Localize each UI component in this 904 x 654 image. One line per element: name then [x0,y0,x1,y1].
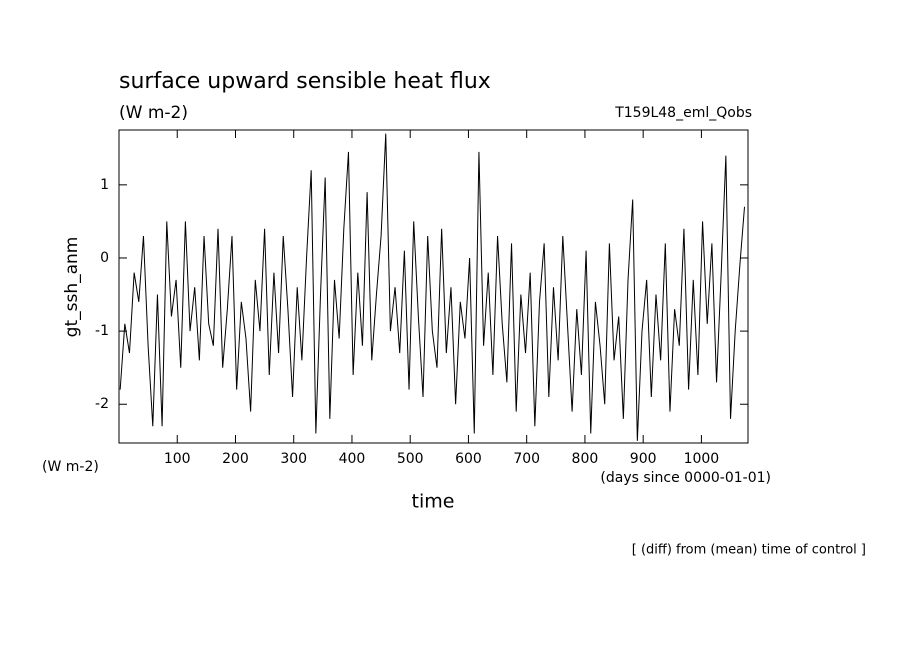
x-tick-label: 500 [397,451,424,467]
y-unit: (W m-2) [42,459,99,475]
x-tick-label: 600 [455,451,482,467]
x-tick-label: 300 [280,451,307,467]
y-tick-label: 1 [100,177,109,193]
subtitle: (W m-2) [119,103,188,123]
x-unit: (days since 0000-01-01) [600,470,771,486]
chart-title: surface upward sensible heat flux [119,69,491,94]
y-tick-label: 0 [100,250,109,266]
x-tick-label: 100 [164,451,191,467]
x-tick-label: 400 [339,451,366,467]
y-tick-label: -2 [95,396,109,412]
footnote: [ (diff) from (mean) time of control ] [632,543,866,558]
x-tick-label: 800 [572,451,599,467]
x-tick-label: 900 [630,451,657,467]
y-tick-label: -1 [95,323,109,339]
x-tick-label: 700 [513,451,540,467]
x-tick-label: 1000 [684,451,720,467]
x-axis-label: time [412,491,455,513]
plot-frame [118,129,749,444]
y-axis-label: gt_ssh_anm [62,237,82,338]
data-line [119,133,746,441]
run-name: T159L48_eml_Qobs [614,105,752,121]
x-tick-label: 200 [222,451,249,467]
